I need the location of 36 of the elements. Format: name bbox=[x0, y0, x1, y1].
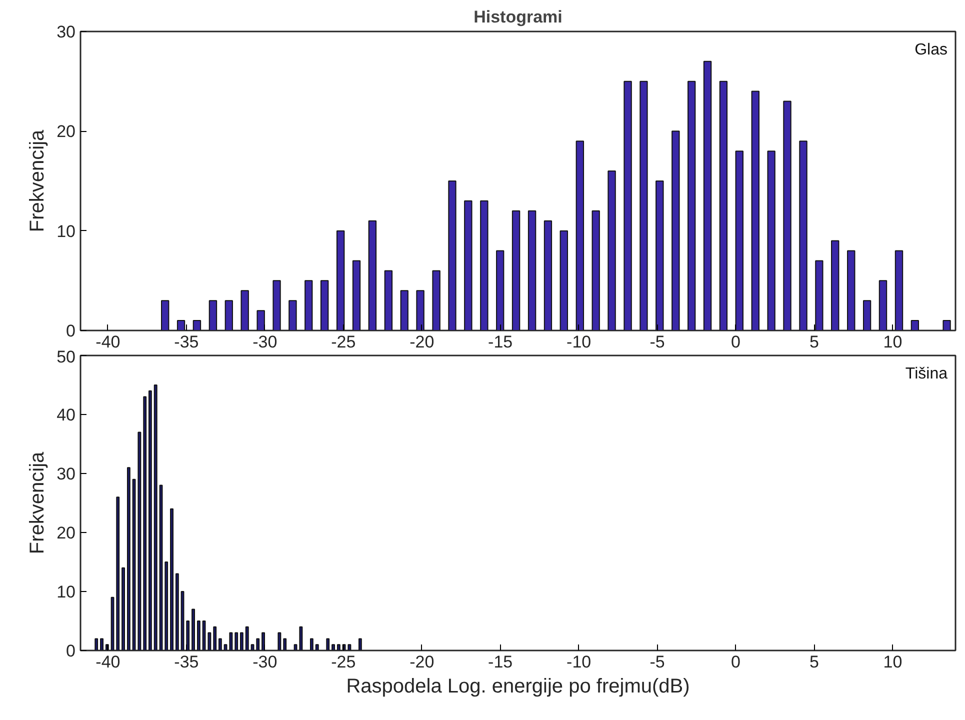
x-tick-label: -40 bbox=[96, 332, 120, 352]
x-tick-label: -10 bbox=[566, 652, 592, 672]
x-tick-label: 5 bbox=[810, 652, 819, 672]
y-tick-label: 20 bbox=[56, 524, 76, 542]
annotation: Glas bbox=[914, 42, 948, 58]
x-tick-label: 0 bbox=[731, 652, 741, 672]
y-tick-label: 10 bbox=[56, 222, 76, 241]
x-tick-label: -30 bbox=[252, 332, 278, 352]
y-tick-label: 20 bbox=[56, 122, 76, 142]
x-tick-label: 10 bbox=[883, 332, 902, 352]
x-tick-label: -25 bbox=[331, 652, 356, 672]
y-tick-label: 30 bbox=[56, 22, 76, 42]
y-axis-title: Frekvencija bbox=[26, 128, 49, 232]
x-tick-label: -20 bbox=[410, 652, 434, 672]
y-axis-title: Frekvencija bbox=[26, 450, 49, 554]
x-tick-label: -15 bbox=[488, 332, 513, 352]
x-tick-label: -20 bbox=[410, 332, 434, 352]
x-tick-label: -10 bbox=[566, 332, 592, 352]
x-axis-title: Raspodela Log. energije po frejmu(dB) bbox=[346, 676, 690, 698]
x-tick-label: -35 bbox=[174, 332, 199, 352]
x-tick-label: -5 bbox=[650, 332, 665, 352]
x-tick-label: 5 bbox=[810, 332, 819, 352]
x-tick-label: -35 bbox=[174, 652, 199, 672]
x-tick-label: 0 bbox=[731, 332, 741, 352]
y-tick-label: 50 bbox=[56, 348, 76, 366]
y-tick-label: 40 bbox=[56, 406, 76, 424]
x-tick-label: 10 bbox=[883, 652, 902, 672]
x-tick-label: -5 bbox=[650, 652, 665, 672]
x-tick-label: -25 bbox=[331, 332, 356, 352]
y-tick-label: 30 bbox=[56, 464, 76, 484]
y-tick-label: 10 bbox=[56, 582, 76, 602]
x-tick-label: -15 bbox=[488, 652, 513, 672]
x-tick-label: -40 bbox=[96, 652, 120, 672]
annotation: Tišina bbox=[905, 366, 948, 382]
x-tick-label: -30 bbox=[252, 652, 278, 672]
chart-title: Histogrami bbox=[474, 8, 562, 26]
